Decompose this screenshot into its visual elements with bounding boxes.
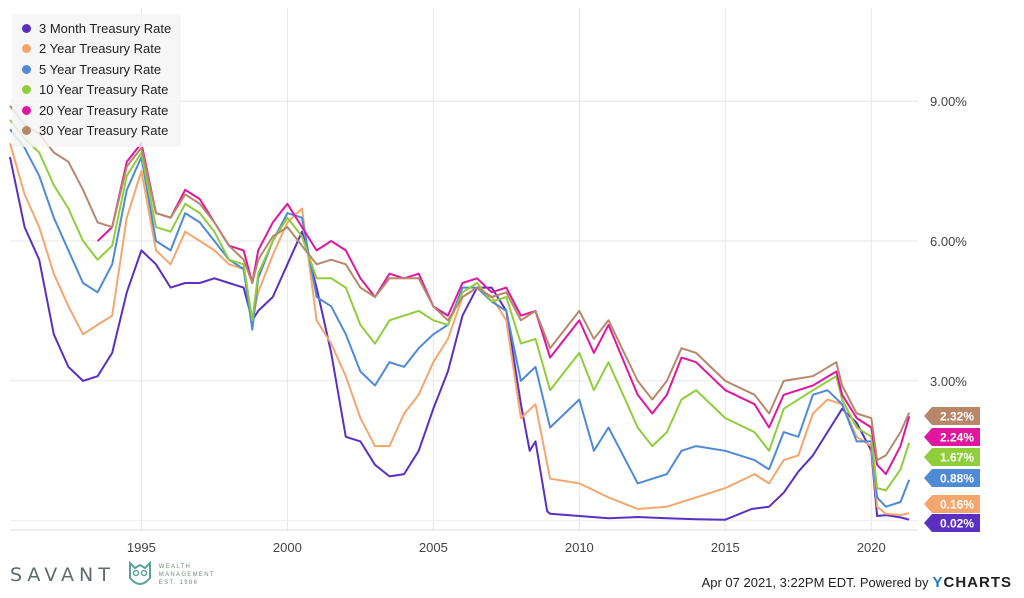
legend-item-20-year[interactable]: 20 Year Treasury Rate: [22, 100, 171, 121]
legend-label-5-year: 5 Year Treasury Rate: [39, 61, 162, 77]
brand-name: SAVANT: [10, 564, 115, 586]
savant-logo: SAVANT WEALTH MANAGEMENT EST. 1986: [10, 558, 215, 592]
end-value-flag-2: 0.16%: [924, 495, 980, 513]
y-tick-label: 9.00%: [930, 94, 967, 109]
end-value-label: 1.67%: [940, 451, 974, 465]
x-tick-label: 2000: [273, 540, 302, 555]
end-value-label: 0.02%: [940, 517, 974, 531]
chart-legend: 3 Month Treasury Rate 2 Year Treasury Ra…: [12, 14, 182, 147]
credit-text: Apr 07 2021, 3:22PM EDT. Powered by: [701, 575, 929, 590]
brand-sub-line2: MANAGEMENT: [158, 572, 215, 578]
ycharts-logo-rest: CHARTS: [943, 574, 1012, 591]
legend-marker-5-year: [22, 64, 31, 74]
legend-item-10-year[interactable]: 10 Year Treasury Rate: [22, 80, 171, 101]
end-value-flag-4: 1.67%: [924, 448, 980, 466]
ycharts-logo-y: Y: [932, 574, 944, 591]
y-tick-label: 3.00%: [930, 374, 967, 389]
legend-marker-30-year: [22, 126, 31, 136]
end-value-flag-bg: [924, 407, 980, 425]
series-line-6: [9, 105, 911, 462]
end-value-flag-6: 2.32%: [924, 407, 980, 425]
end-value-label: 2.32%: [940, 410, 974, 424]
end-value-flag-bg: [924, 495, 980, 513]
x-tick-label: 2015: [711, 540, 740, 555]
x-tick-label: 1995: [127, 540, 156, 555]
brand-sub-line1: WEALTH: [158, 564, 192, 570]
end-value-label: 0.16%: [940, 498, 974, 512]
legend-marker-3-month: [22, 23, 31, 33]
brand-subtitle: WEALTH MANAGEMENT EST. 1986: [159, 563, 215, 587]
owl-icon: [128, 560, 151, 585]
end-value-flag-3: 0.88%: [924, 469, 980, 487]
legend-marker-10-year: [22, 85, 31, 95]
legend-label-10-year: 10 Year Treasury Rate: [39, 82, 169, 98]
end-value-flag-bg: [924, 448, 980, 466]
end-value-flag-bg: [924, 469, 980, 487]
end-value-label: 0.88%: [940, 472, 974, 486]
end-value-label: 2.24%: [940, 431, 974, 445]
ycharts-logo[interactable]: YCHARTS: [932, 574, 1012, 591]
series-line-2: [9, 142, 910, 517]
x-tick-label: 2020: [857, 540, 886, 555]
x-tick-label: 2010: [565, 540, 594, 555]
end-value-flag-5: 2.24%: [924, 428, 980, 446]
legend-marker-20-year: [22, 105, 31, 115]
legend-item-3-month[interactable]: 3 Month Treasury Rate: [22, 18, 171, 39]
series-line-1: [9, 156, 910, 521]
legend-marker-2-year: [22, 44, 31, 54]
end-value-flag-1: 0.02%: [924, 514, 980, 532]
brand-sub-line3: EST. 1986: [158, 580, 199, 586]
legend-label-30-year: 30 Year Treasury Rate: [39, 123, 169, 139]
end-value-flag-bg: [924, 428, 980, 446]
series-line-4: [9, 119, 911, 492]
legend-item-5-year[interactable]: 5 Year Treasury Rate: [22, 59, 171, 80]
end-value-flag-bg: [924, 514, 980, 532]
series-line-3: [9, 128, 911, 508]
y-tick-label: 6.00%: [930, 234, 967, 249]
legend-label-20-year: 20 Year Treasury Rate: [39, 102, 169, 118]
legend-item-30-year[interactable]: 30 Year Treasury Rate: [22, 121, 171, 142]
legend-item-2-year[interactable]: 2 Year Treasury Rate: [22, 39, 171, 60]
legend-label-2-year: 2 Year Treasury Rate: [39, 41, 162, 57]
x-tick-label: 2005: [419, 540, 448, 555]
chart-credit: Apr 07 2021, 3:22PM EDT. Powered by YCHA…: [702, 574, 1012, 591]
legend-label-3-month: 3 Month Treasury Rate: [39, 20, 172, 36]
